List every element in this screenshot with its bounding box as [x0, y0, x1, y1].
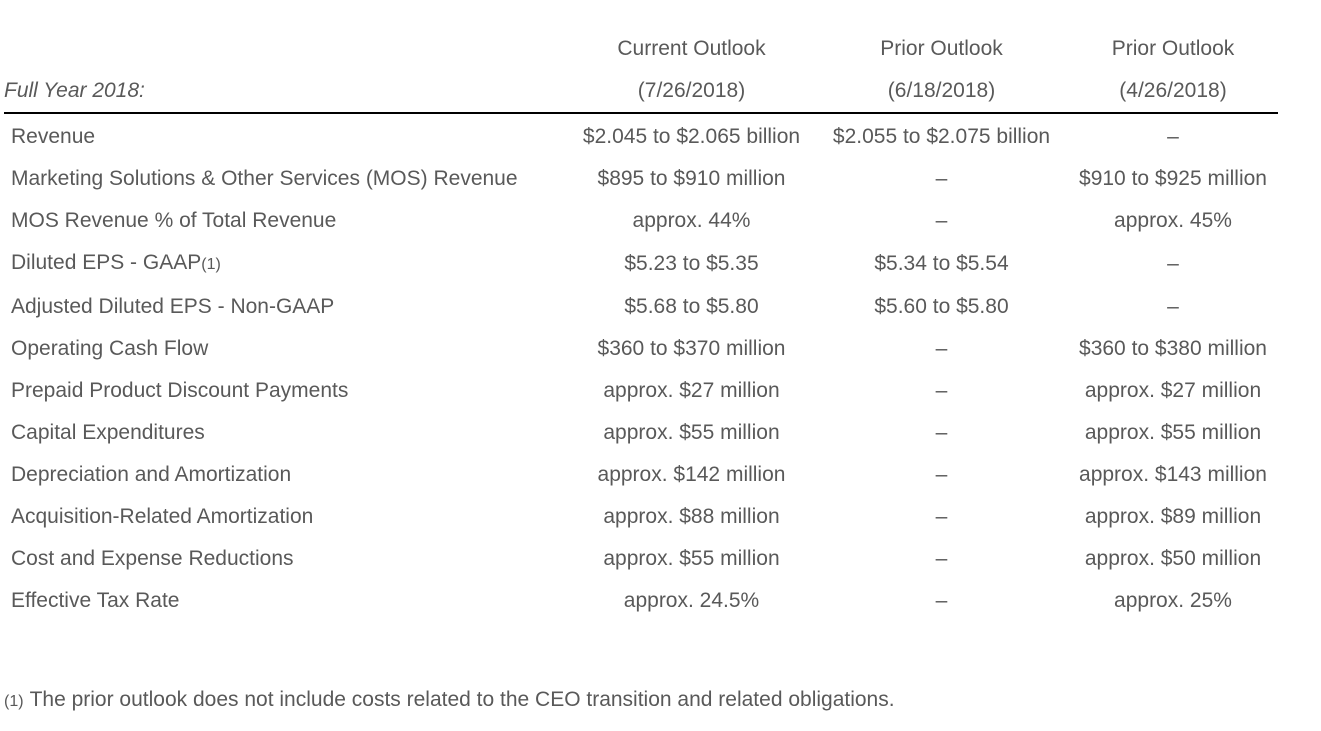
table-row: Revenue $2.045 to $2.065 billion $2.055 to… [4, 113, 1278, 158]
cell-value: approx. $88 million [603, 505, 780, 528]
cell-value: approx. $50 million [1084, 547, 1262, 570]
row-label: Depreciation and Amortization [4, 454, 568, 496]
table-row: Marketing Solutions & Other Services (MO… [4, 158, 1278, 200]
cell-value: – [935, 505, 948, 528]
table-row: Effective Tax Rate approx. 24.5% – approx. … [4, 580, 1278, 622]
row-label-text: MOS Revenue % of Total Revenue [11, 209, 337, 232]
row-label: Prepaid Product Discount Payments [4, 370, 568, 412]
row-label: Capital Expenditures [4, 412, 568, 454]
cell-value: – [935, 337, 948, 360]
row-label-text: Capital Expenditures [11, 421, 205, 444]
cell-value: – [935, 209, 948, 232]
header-blank [4, 28, 568, 70]
row-label: Effective Tax Rate [4, 580, 568, 622]
row-label: Cost and Expense Reductions [4, 538, 568, 580]
cell-value: approx. $142 million [597, 463, 786, 486]
footnote-text: The prior outlook does not include costs… [29, 688, 895, 711]
cell-value: $5.60 to $5.80 [874, 295, 1009, 318]
cell-value: approx. $143 million [1079, 463, 1267, 486]
cell-value: – [1167, 252, 1179, 275]
cell-value: – [935, 589, 948, 612]
cell-value: approx. 44% [632, 209, 751, 232]
footnote-mark: (1) [4, 693, 24, 710]
outlook-table: Current Outlook Prior Outlook Prior Outl… [4, 28, 1278, 622]
cell-value: approx. $55 million [1084, 421, 1262, 444]
header-row-top: Current Outlook Prior Outlook Prior Outl… [4, 28, 1278, 70]
cell-value: – [935, 463, 948, 486]
cell-value: approx. $27 million [1084, 379, 1262, 402]
full-year-label: Full Year 2018: [4, 70, 568, 114]
column-header-prior-april: Prior Outlook [1111, 37, 1235, 60]
cell-value: approx. $27 million [603, 379, 780, 402]
cell-value: $5.34 to $5.54 [874, 252, 1009, 275]
cell-value: $5.68 to $5.80 [624, 295, 759, 318]
column-header-current: Current Outlook [617, 37, 766, 60]
row-label-text: Operating Cash Flow [11, 337, 209, 360]
footnote-reference: (1) [201, 256, 221, 273]
table-row: Diluted EPS - GAAP(1) $5.23 to $5.35 $5.34… [4, 242, 1278, 286]
cell-value: – [935, 421, 948, 444]
cell-value: – [1167, 295, 1179, 318]
cell-value: $895 to $910 million [597, 167, 786, 190]
row-label-text: Effective Tax Rate [11, 589, 180, 612]
row-label: Marketing Solutions & Other Services (MO… [4, 158, 568, 200]
table-row: Cost and Expense Reductions approx. $55 m… [4, 538, 1278, 580]
table-row: Capital Expenditures approx. $55 million –… [4, 412, 1278, 454]
cell-value: approx. $89 million [1084, 505, 1262, 528]
column-date-prior-june: (6/18/2018) [815, 70, 1068, 114]
row-label: Acquisition-Related Amortization [4, 496, 568, 538]
cell-value: $910 to $925 million [1079, 167, 1267, 190]
row-label-text: Revenue [11, 125, 96, 148]
table-row: Operating Cash Flow $360 to $370 million –… [4, 328, 1278, 370]
row-label-text: Diluted EPS - GAAP [11, 251, 202, 274]
cell-value: – [935, 379, 948, 402]
cell-value: – [935, 167, 948, 190]
table-row: Depreciation and Amortization approx. $14… [4, 454, 1278, 496]
column-header-prior-june: Prior Outlook [880, 37, 1003, 60]
cell-value: approx. $55 million [603, 421, 780, 444]
table-row: MOS Revenue % of Total Revenue approx. 44… [4, 200, 1278, 242]
row-label: Adjusted Diluted EPS - Non-GAAP [4, 286, 568, 328]
row-label: MOS Revenue % of Total Revenue [4, 200, 568, 242]
table-row: Acquisition-Related Amortization approx. … [4, 496, 1278, 538]
cell-value: approx. 45% [1114, 209, 1232, 232]
row-label-text: Depreciation and Amortization [11, 463, 292, 486]
cell-value: $2.055 to $2.075 billion [832, 125, 1051, 148]
cell-value: – [1167, 125, 1179, 148]
row-label: Revenue [4, 113, 568, 158]
cell-value: approx. $55 million [603, 547, 780, 570]
row-label-text: Prepaid Product Discount Payments [11, 379, 349, 402]
row-label: Diluted EPS - GAAP(1) [4, 242, 568, 286]
outlook-table-body: Revenue $2.045 to $2.065 billion $2.055 to… [4, 113, 1278, 622]
cell-value: $2.045 to $2.065 billion [582, 125, 801, 148]
row-label-text: Cost and Expense Reductions [11, 547, 294, 570]
table-row: Adjusted Diluted EPS - Non-GAAP $5.68 to … [4, 286, 1278, 328]
footnote: (1) The prior outlook does not include co… [4, 684, 895, 718]
cell-value: – [935, 547, 948, 570]
column-date-current: (7/26/2018) [568, 70, 815, 114]
row-label: Operating Cash Flow [4, 328, 568, 370]
row-label-text: Adjusted Diluted EPS - Non-GAAP [11, 295, 335, 318]
cell-value: $360 to $380 million [1079, 337, 1267, 360]
cell-value: $5.23 to $5.35 [624, 252, 759, 275]
table-row: Prepaid Product Discount Payments approx.… [4, 370, 1278, 412]
column-date-prior-april: (4/26/2018) [1068, 70, 1278, 114]
cell-value: $360 to $370 million [597, 337, 786, 360]
row-label-text: Marketing Solutions & Other Services (MO… [11, 167, 518, 190]
header-row-bottom: Full Year 2018: (7/26/2018) (6/18/2018) … [4, 70, 1278, 114]
cell-value: approx. 25% [1114, 589, 1232, 612]
row-label-text: Acquisition-Related Amortization [11, 505, 314, 528]
cell-value: approx. 24.5% [623, 589, 760, 612]
